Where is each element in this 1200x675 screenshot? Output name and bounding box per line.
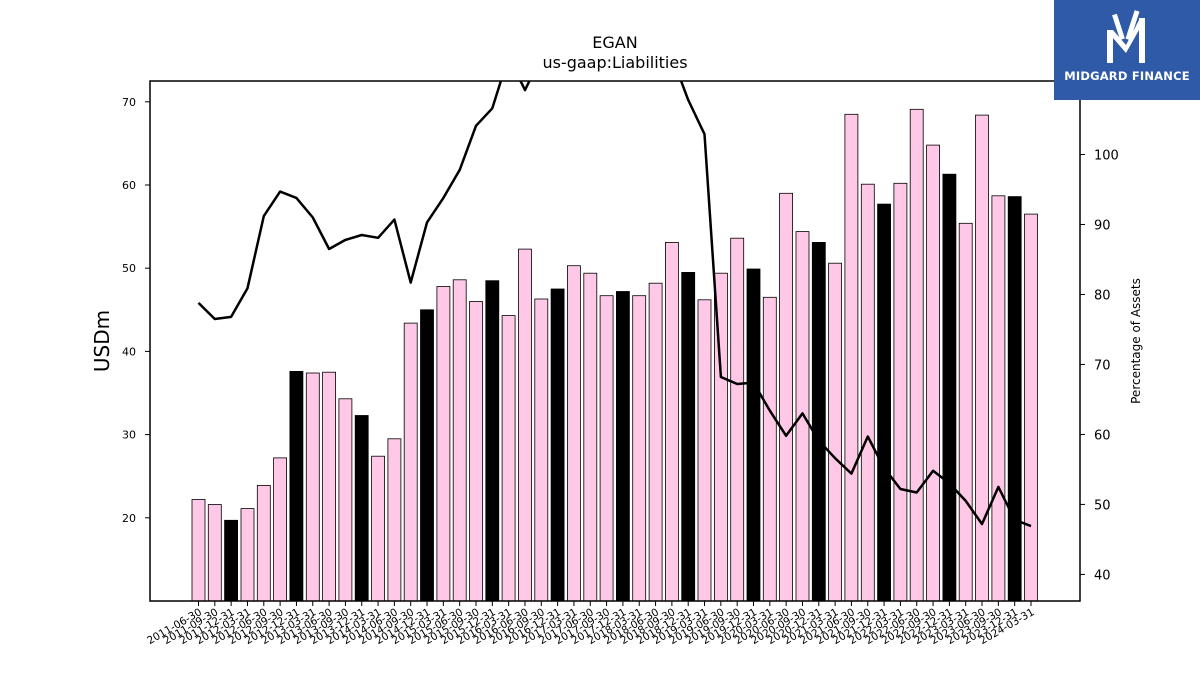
liability-bar: [779, 192, 793, 602]
liability-bar: [273, 457, 288, 602]
liability-bar: [746, 268, 761, 602]
liability-bar: [485, 280, 500, 602]
liability-bar: [860, 183, 875, 602]
liability-bar: [501, 315, 516, 602]
brand-name: MIDGARD FINANCE: [1064, 69, 1190, 83]
liability-bar: [599, 295, 614, 602]
liability-bar: [665, 241, 679, 602]
y-tick-label: 30: [122, 429, 136, 442]
liability-bar: [942, 173, 957, 602]
brand-logo: MIDGARD FINANCE: [1054, 0, 1200, 100]
liability-bar: [583, 272, 598, 602]
y2-tick-label: 90: [1094, 218, 1111, 233]
y2-axis-label: Percentage of Assets: [1129, 278, 1143, 404]
y-tick-label: 20: [122, 512, 136, 525]
liability-bar: [338, 398, 353, 602]
y-tick-label: 40: [122, 345, 136, 358]
liability-bar: [387, 438, 402, 602]
liability-bar: [877, 203, 891, 602]
liability-bar: [1024, 213, 1038, 602]
liability-bar: [1007, 196, 1022, 602]
chart-subtitle: us-gaap:Liabilities: [542, 53, 687, 72]
liability-bar: [567, 265, 581, 602]
liability-bar: [305, 372, 320, 602]
liability-bar: [926, 144, 940, 602]
y2-tick-label: 100: [1094, 148, 1119, 163]
liability-bar: [697, 299, 712, 602]
liability-bar: [256, 484, 271, 602]
plot-frame: [149, 80, 1081, 602]
liability-bar: [240, 508, 255, 602]
liability-bar: [844, 113, 859, 602]
left-axis: 20 30 40 50 60 70: [122, 96, 150, 525]
liability-bar: [420, 309, 434, 602]
liability-bar: [648, 282, 663, 602]
y-tick-label: 70: [122, 96, 136, 109]
liability-bar: [534, 298, 549, 602]
liability-bar: [224, 519, 239, 602]
y2-tick-label: 60: [1094, 428, 1111, 443]
liability-bar: [795, 231, 810, 602]
liability-bar: [403, 322, 418, 602]
liability-bar: [371, 455, 386, 602]
liability-bar: [289, 370, 304, 602]
liability-bar: [518, 248, 532, 602]
y2-tick-label: 40: [1094, 568, 1111, 583]
liability-bar: [191, 499, 206, 602]
liability-bar: [762, 296, 777, 602]
liability-bar: [893, 182, 908, 602]
bars-layer: [191, 108, 1038, 602]
percentage-of-assets-line: [197, 81, 1032, 528]
y-tick-label: 60: [122, 179, 136, 192]
y2-tick-label: 80: [1094, 288, 1111, 303]
liability-bar: [436, 286, 451, 602]
midgard-m-icon: [1107, 10, 1145, 63]
y2-tick-label: 50: [1094, 498, 1111, 513]
liability-bar: [616, 291, 630, 602]
liability-bar: [828, 262, 842, 602]
x-axis: 2011-06-302011-09-302011-12-312012-03-31…: [145, 601, 1037, 647]
liability-bar: [991, 195, 1006, 602]
liability-bar: [958, 222, 973, 602]
chart-title: EGAN: [592, 33, 637, 52]
liability-bar: [469, 301, 483, 602]
y-axis-label: USDm: [90, 310, 114, 372]
liability-bar: [354, 415, 369, 602]
liability-bar: [550, 288, 565, 602]
liability-bar: [909, 108, 924, 602]
liability-bar: [811, 241, 826, 602]
liability-bar: [730, 237, 745, 602]
liability-bar: [207, 504, 222, 602]
y2-tick-label: 70: [1094, 358, 1111, 373]
y-tick-label: 50: [122, 262, 136, 275]
liability-bar: [975, 114, 989, 602]
liability-bar: [452, 279, 467, 602]
liability-bar: [322, 371, 337, 602]
liability-bar: [632, 295, 647, 602]
liability-bar: [681, 271, 696, 602]
right-axis: 40 50 60 70 80 90 100: [1080, 148, 1119, 583]
